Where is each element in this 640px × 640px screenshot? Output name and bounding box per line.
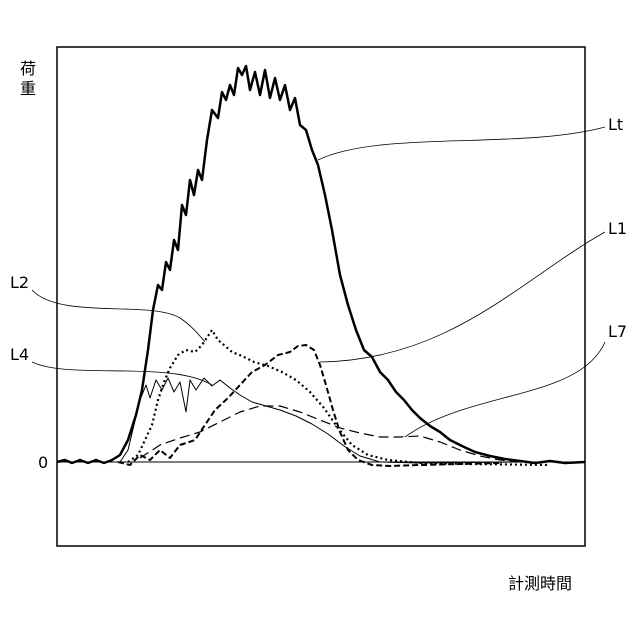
y-label: 重: [20, 79, 36, 98]
curve-label: L2: [10, 273, 29, 292]
curve-label: L7: [608, 322, 627, 341]
curve-l1: [118, 345, 500, 466]
frame: [57, 47, 585, 546]
leader-l7: [405, 342, 605, 437]
x-label: 計測時間: [508, 574, 572, 593]
curve-label: L4: [10, 345, 29, 364]
leader-l1: [320, 232, 605, 362]
leader-l2: [32, 290, 205, 342]
curve-l2: [128, 330, 550, 465]
leader-lt: [318, 127, 605, 160]
curve-l7: [140, 406, 525, 462]
curve-label: Lt: [608, 115, 623, 134]
y-label: 荷: [20, 59, 36, 78]
curve-label: L1: [608, 219, 627, 238]
leader-l4: [32, 362, 212, 385]
zero-label: 0: [38, 453, 48, 472]
figure: 荷 重 計測時間 0 Lt L1 L2 L4 L7: [0, 0, 640, 640]
